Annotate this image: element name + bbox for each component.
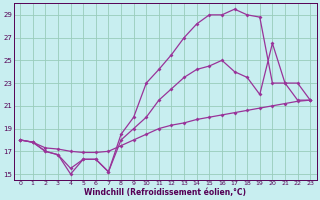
X-axis label: Windchill (Refroidissement éolien,°C): Windchill (Refroidissement éolien,°C) xyxy=(84,188,246,197)
